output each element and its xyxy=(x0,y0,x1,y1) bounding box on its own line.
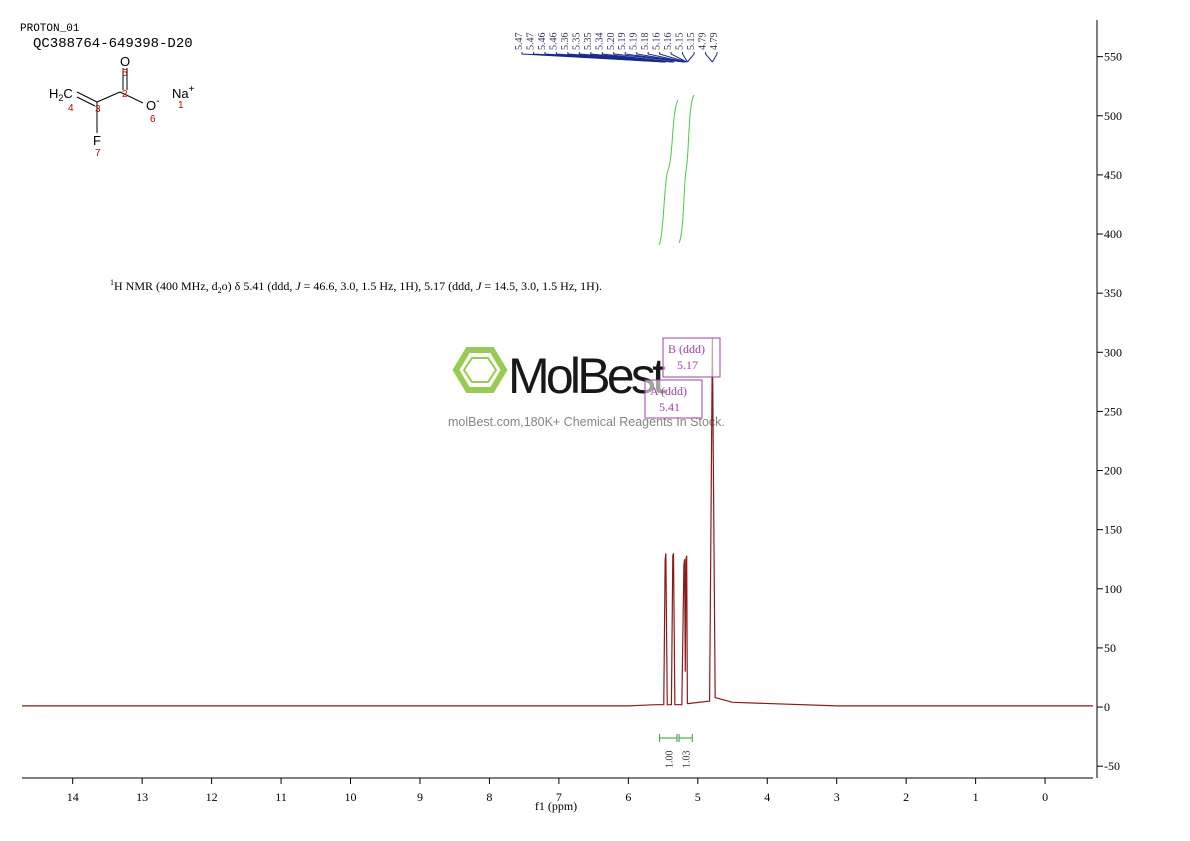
bond xyxy=(76,91,98,103)
peak-label: 5.36 xyxy=(560,33,571,51)
nmr-description: 1H NMR (400 MHz, d2o) δ 5.41 (ddd, J = 4… xyxy=(110,278,602,295)
x-tick-label: 1 xyxy=(973,790,979,804)
peak-leader xyxy=(624,52,685,63)
peak-label: 5.35 xyxy=(571,33,582,51)
atom: O- xyxy=(146,96,159,113)
atom-number: 6 xyxy=(150,114,156,125)
multiplet-box xyxy=(662,337,721,378)
peak-leader xyxy=(636,52,685,63)
x-tick-label: 12 xyxy=(206,790,218,804)
x-tick-label: 6 xyxy=(625,790,631,804)
y-tick-label: 200 xyxy=(1104,464,1122,478)
multiplet-name: B (ddd) xyxy=(668,342,705,356)
peak-label: 4.79 xyxy=(709,33,720,51)
integral-label: 1.00 xyxy=(664,751,675,769)
x-axis-label: f1 (ppm) xyxy=(535,799,577,813)
multiplet-shift: 5.17 xyxy=(677,358,698,372)
peak-leader xyxy=(613,52,684,63)
x-tick-label: 8 xyxy=(486,790,492,804)
y-tick-label: 350 xyxy=(1104,286,1122,300)
peak-leader xyxy=(705,52,713,63)
x-tick-label: 9 xyxy=(417,790,423,804)
peak-label: 5.35 xyxy=(583,33,594,51)
peak-leader xyxy=(686,52,695,63)
integral-curve xyxy=(678,94,695,244)
y-tick-label: 150 xyxy=(1104,523,1122,537)
multiplet-name: A (ddd) xyxy=(650,384,687,398)
y-tick-label: 450 xyxy=(1104,168,1122,182)
peak-label: 5.46 xyxy=(537,33,548,51)
atom: H2C xyxy=(49,86,73,103)
logo xyxy=(452,347,508,393)
experiment-name: PROTON_01 xyxy=(20,23,80,35)
peak-label: 5.15 xyxy=(686,33,697,51)
peak-leader xyxy=(647,52,686,63)
peak-label: 5.16 xyxy=(663,33,674,51)
x-tick-label: 10 xyxy=(345,790,357,804)
sample-name: QC388764-649398-D20 xyxy=(33,36,193,52)
bond xyxy=(76,96,96,107)
x-tick-label: 5 xyxy=(695,790,701,804)
x-tick-label: 3 xyxy=(834,790,840,804)
peak-label: 5.15 xyxy=(675,33,686,51)
x-tick-label: 11 xyxy=(275,790,287,804)
peak-leader xyxy=(555,52,666,63)
atom-number: 1 xyxy=(178,100,184,111)
peak-leader xyxy=(659,52,687,63)
peak-label: 5.47 xyxy=(514,33,525,51)
atom: Na+ xyxy=(172,84,195,101)
watermark-brand: MolBest xyxy=(508,348,666,404)
y-tick-label: 50 xyxy=(1104,641,1116,655)
y-tick-label: 0 xyxy=(1104,700,1110,714)
peak-label: 5.20 xyxy=(606,33,617,51)
peak-label: 5.34 xyxy=(594,33,605,51)
atom-number: 4 xyxy=(68,103,74,114)
y-tick-label: 100 xyxy=(1104,582,1122,596)
bond xyxy=(119,91,144,104)
logo xyxy=(462,357,498,383)
atom-number: 5 xyxy=(122,68,128,79)
spectrum xyxy=(22,338,1093,707)
y-tick-label: 250 xyxy=(1104,404,1122,418)
peak-label: 5.19 xyxy=(629,33,640,51)
y-tick-label: -50 xyxy=(1104,759,1120,773)
atom: F xyxy=(93,133,101,148)
x-tick-label: 2 xyxy=(903,790,909,804)
bond xyxy=(96,91,121,103)
x-tick-label: 4 xyxy=(764,790,770,804)
x-tick-label: 13 xyxy=(136,790,148,804)
structure: H2C O O- Na+ F 1 2 3 4 5 6 7 xyxy=(49,54,195,159)
peak-label: 5.19 xyxy=(617,33,628,51)
peak-leader xyxy=(711,52,718,63)
y-tick-label: 300 xyxy=(1104,345,1122,359)
atom-number: 7 xyxy=(95,148,101,159)
peak-label: 5.18 xyxy=(640,33,651,51)
y-tick-label: 550 xyxy=(1104,50,1122,64)
peak-label: 5.46 xyxy=(548,33,559,51)
peak-label: 5.47 xyxy=(525,33,536,51)
x-tick-label: 7 xyxy=(556,790,562,804)
atom-number: 3 xyxy=(95,104,101,115)
peak-leader xyxy=(670,52,687,63)
peak-label: 4.79 xyxy=(698,33,709,51)
integral-label: 1.03 xyxy=(682,751,693,769)
atom: O xyxy=(120,54,130,69)
x-tick-label: 0 xyxy=(1042,790,1048,804)
multiplet-shift: 5.41 xyxy=(659,400,680,414)
y-tick-label: 500 xyxy=(1104,109,1122,123)
integral-curve xyxy=(658,99,679,246)
peak-leader xyxy=(682,52,688,63)
peak-label: 5.16 xyxy=(652,33,663,51)
atom-number: 2 xyxy=(122,89,128,100)
peak-leader xyxy=(601,52,675,63)
y-tick-label: 400 xyxy=(1104,227,1122,241)
multiplet-box xyxy=(644,379,703,419)
x-tick-label: 14 xyxy=(67,790,79,804)
